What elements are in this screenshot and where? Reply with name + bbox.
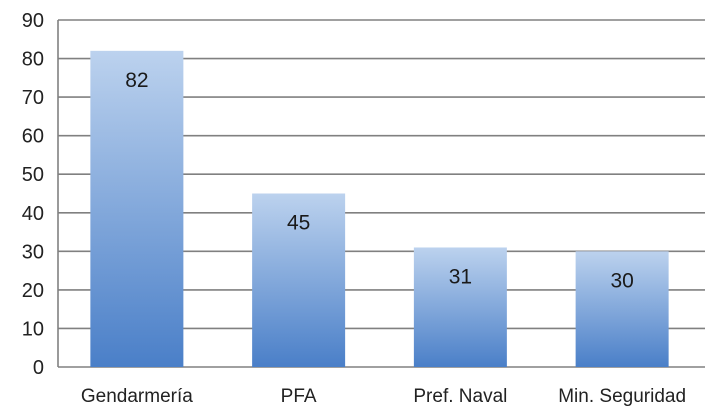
y-tick-label: 0 xyxy=(33,357,44,379)
data-label: 30 xyxy=(610,269,633,292)
data-label: 31 xyxy=(449,265,472,288)
y-tick-label: 40 xyxy=(22,203,44,225)
y-tick-label: 70 xyxy=(22,87,44,109)
data-label: 45 xyxy=(287,212,310,235)
y-tick-label: 30 xyxy=(22,241,44,263)
category-label: Min. Seguridad xyxy=(558,386,686,407)
category-label: Pref. Naval xyxy=(413,386,507,407)
y-tick-label: 90 xyxy=(22,10,44,32)
y-tick-label: 10 xyxy=(22,318,44,340)
bars xyxy=(90,51,668,367)
y-tick-label: 20 xyxy=(22,280,44,302)
data-label: 82 xyxy=(125,69,148,92)
y-tick-label: 60 xyxy=(22,126,44,148)
category-label: PFA xyxy=(281,386,317,407)
category-label: Gendarmería xyxy=(81,386,193,407)
y-tick-label: 80 xyxy=(22,49,44,71)
bar-0 xyxy=(90,51,183,367)
y-tick-label: 50 xyxy=(22,164,44,186)
